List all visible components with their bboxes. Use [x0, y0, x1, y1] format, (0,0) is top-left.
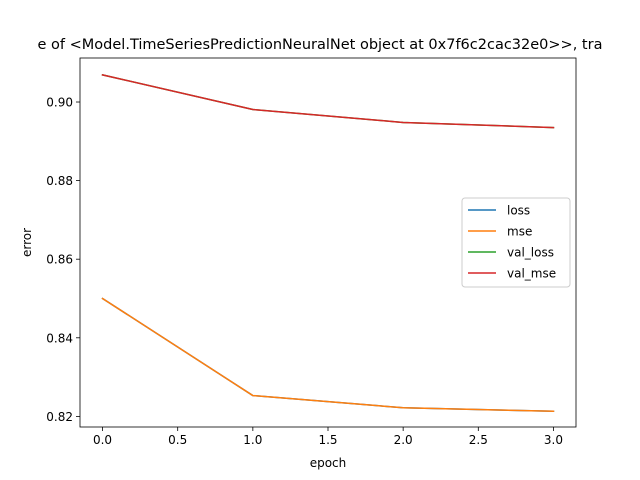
- y-tick-label: 0.90: [46, 96, 73, 110]
- x-axis-label: epoch: [310, 456, 347, 470]
- legend-label-val-loss: val_loss: [507, 246, 554, 260]
- series-line-val-mse: [101, 73, 555, 129]
- series-line-mse: [101, 297, 555, 413]
- x-tick-label: 2.5: [469, 433, 488, 447]
- x-tick-label: 2.0: [394, 433, 413, 447]
- x-tick-label: 1.5: [318, 433, 337, 447]
- legend-label-val-mse: val_mse: [507, 267, 556, 281]
- legend-box: [461, 197, 571, 288]
- x-tick-label: 0.0: [93, 433, 112, 447]
- y-tick-label: 0.86: [46, 253, 73, 267]
- x-tick-label: 3.0: [544, 433, 563, 447]
- x-tick-label: 1.0: [243, 433, 262, 447]
- legend-label-mse: mse: [507, 225, 532, 239]
- ticks-layer: 0.0 0.5 1.0 1.5 2.0 2.5 3.0 0.82 0.84 0.86 0.88 0.9…: [46, 96, 563, 447]
- x-tick-label: 0.5: [168, 433, 187, 447]
- y-tick-label: 0.88: [46, 174, 73, 188]
- y-tick-label: 0.82: [46, 410, 73, 424]
- y-axis-label: error: [20, 228, 34, 257]
- legend: loss mse val_loss val_mse: [461, 197, 571, 288]
- chart-title: e of <Model.TimeSeriesPredictionNeuralNe…: [38, 37, 603, 53]
- y-tick-label: 0.84: [46, 331, 73, 345]
- legend-label-loss: loss: [507, 204, 530, 218]
- plot-frame: [79, 57, 577, 428]
- lines-layer: [101, 73, 555, 413]
